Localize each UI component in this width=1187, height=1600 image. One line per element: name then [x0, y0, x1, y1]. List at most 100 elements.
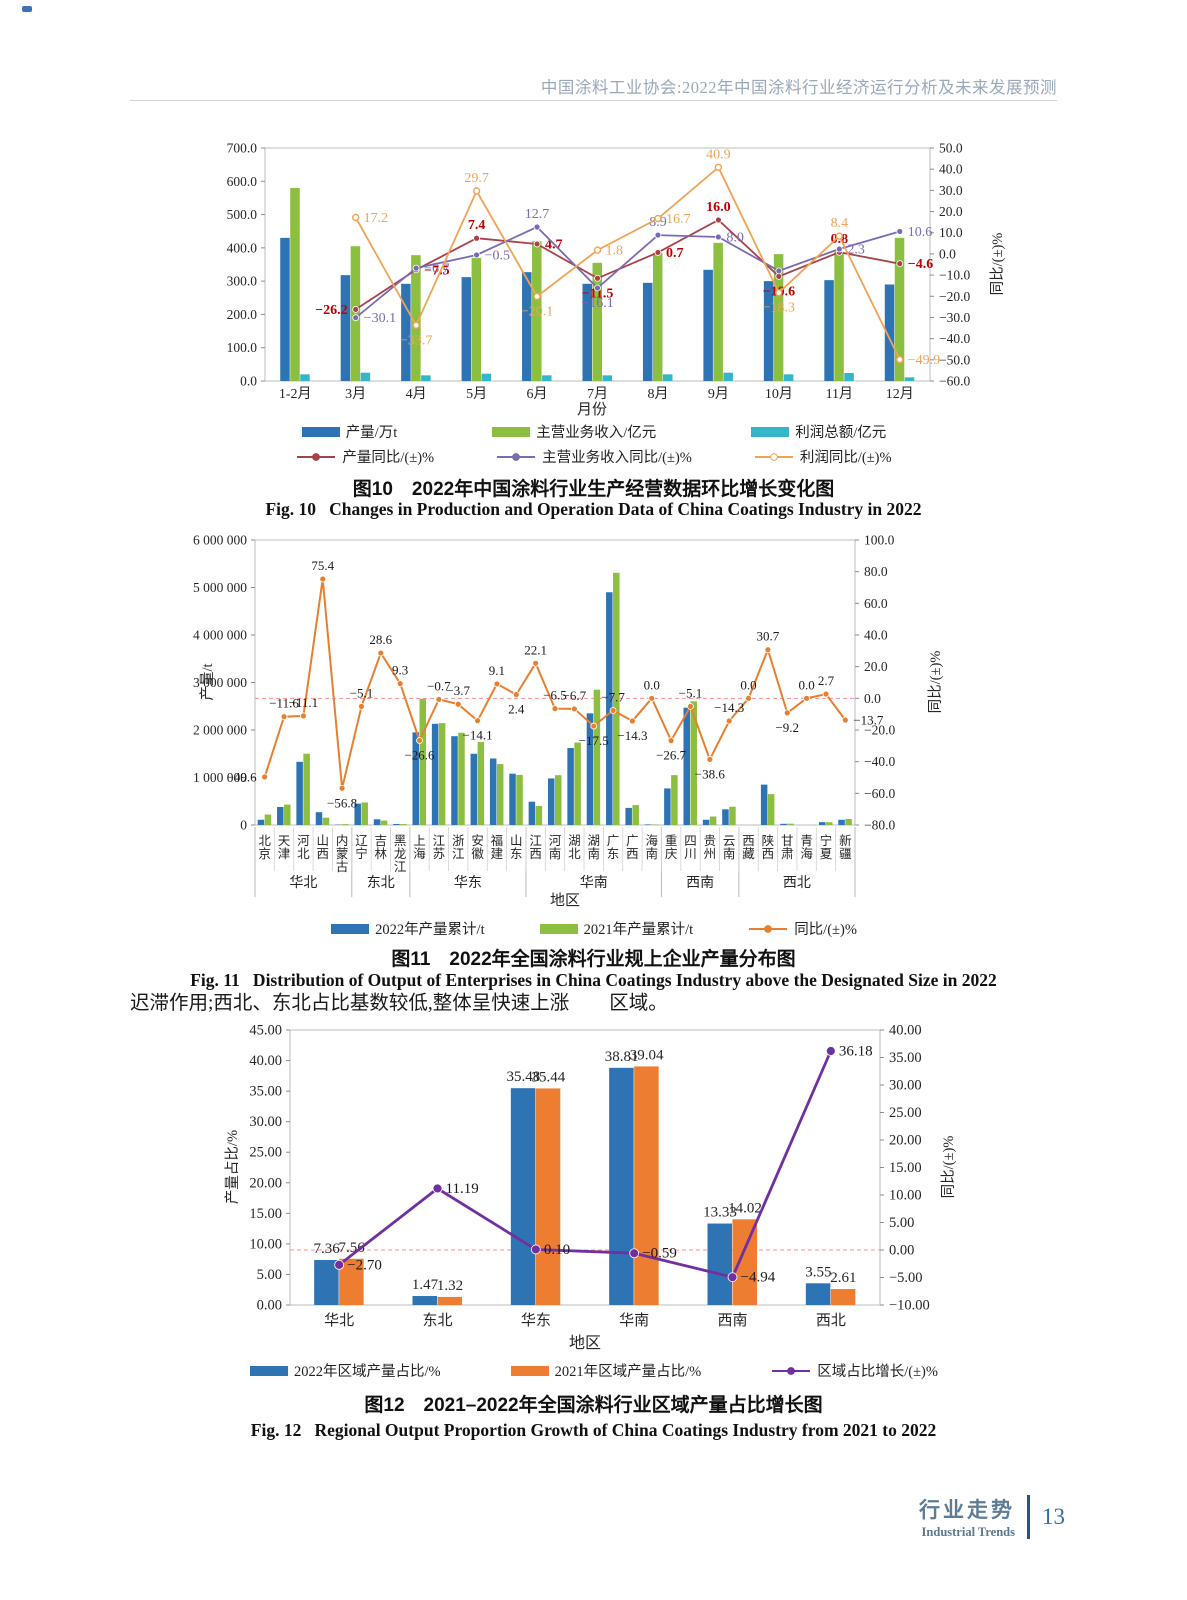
bar — [582, 283, 592, 381]
svg-text:0.0: 0.0 — [740, 677, 756, 692]
svg-text:蒙: 蒙 — [336, 847, 349, 861]
svg-text:庆: 庆 — [665, 847, 678, 861]
svg-text:75.4: 75.4 — [311, 558, 334, 573]
line-series-0: −26.2 −7.5 7.4 4.7 −11.5 0.7 16.0 −10.6 0.8 −4.6 — [315, 200, 933, 318]
svg-text:2 000 000: 2 000 000 — [193, 723, 247, 738]
bar-series-0 — [280, 237, 895, 381]
svg-text:12月: 12月 — [886, 386, 914, 402]
data-point — [473, 234, 480, 242]
svg-text:东: 东 — [607, 847, 620, 861]
bar — [606, 592, 613, 825]
bar — [314, 1260, 339, 1305]
svg-text:−10.0: −10.0 — [939, 268, 970, 283]
bar — [723, 372, 733, 381]
data-point — [835, 232, 844, 240]
legend-swatch — [492, 426, 531, 437]
bar — [690, 701, 697, 825]
svg-text:西北: 西北 — [783, 875, 811, 891]
svg-text:2.3: 2.3 — [847, 243, 865, 258]
svg-text:35.00: 35.00 — [889, 1050, 922, 1066]
svg-text:黑: 黑 — [394, 834, 407, 848]
bar — [722, 809, 729, 825]
bar — [613, 572, 620, 825]
line-series-0: −49.6 −11.6−11.1 75.4 −56.8 −5.1 28.6 9.3 −26.6… — [227, 558, 884, 810]
svg-text:海: 海 — [646, 833, 659, 848]
svg-text:10.00: 10.00 — [249, 1236, 282, 1252]
header-rule — [130, 100, 1057, 101]
bar — [419, 698, 427, 825]
bar — [290, 187, 300, 381]
bar — [284, 804, 291, 825]
svg-text:地区: 地区 — [569, 1334, 601, 1352]
svg-text:9月: 9月 — [708, 386, 729, 402]
svg-text:华北: 华北 — [324, 1312, 354, 1329]
bar — [555, 775, 562, 825]
bar — [592, 262, 602, 381]
svg-text:西南: 西南 — [717, 1312, 747, 1329]
legend-item: 主营业务收入同比/(±)% — [496, 446, 692, 467]
bar — [437, 1296, 462, 1305]
data-point — [533, 240, 541, 248]
data-point — [533, 223, 541, 231]
data-point — [412, 264, 420, 272]
bar — [780, 823, 787, 825]
data-point — [512, 691, 520, 698]
svg-text:0.0: 0.0 — [939, 246, 956, 261]
fig11-title-cn: 图11 2022年全国涂料行业规上企业产量分布图 — [391, 949, 796, 970]
svg-text:川: 川 — [684, 847, 697, 861]
svg-text:西: 西 — [529, 847, 542, 861]
bar — [412, 1296, 437, 1305]
svg-text:地区: 地区 — [550, 892, 580, 909]
data-point — [745, 694, 752, 702]
data-point — [493, 680, 501, 688]
data-point — [629, 1248, 640, 1259]
bar — [625, 807, 632, 825]
bar — [548, 778, 555, 825]
svg-text:同比/(±)%: 同比/(±)% — [927, 651, 944, 714]
svg-text:35.48: 35.48 — [506, 1069, 540, 1085]
svg-text:−0.59: −0.59 — [642, 1246, 677, 1262]
svg-text:8月: 8月 — [647, 386, 668, 402]
svg-text:−3.7: −3.7 — [446, 683, 470, 698]
fig10-legend-bars: 产量/万t 主营业务收入/亿元 利润总额/亿元 — [94, 421, 1094, 442]
svg-text:29.7: 29.7 — [464, 171, 489, 186]
figure-10-chart: 0.0 100.0 200.0 300.0 400.0 500.0 600.0 700.0 −6… — [227, 141, 1006, 419]
fig12-title-en: Fig. 12 Regional Output Proportion Growt… — [250, 1420, 937, 1440]
data-point — [319, 575, 327, 583]
svg-text:5 000 000: 5 000 000 — [193, 580, 247, 595]
data-point — [775, 267, 783, 275]
data-point — [654, 249, 662, 256]
bar — [340, 275, 351, 381]
bar — [296, 761, 303, 825]
data-point — [714, 163, 723, 171]
svg-text:8.0: 8.0 — [726, 230, 744, 245]
svg-text:徽: 徽 — [471, 846, 484, 861]
axes: 0.0 100.0 200.0 300.0 400.0 500.0 600.0 700.0 −6… — [227, 141, 971, 389]
data-point — [533, 292, 541, 301]
body-text-right: 区域。 — [609, 993, 668, 1014]
svg-text:−6.5: −6.5 — [543, 688, 567, 703]
bar — [644, 824, 652, 825]
data-point — [474, 717, 481, 725]
svg-text:海: 海 — [800, 846, 813, 861]
svg-text:华东: 华东 — [521, 1312, 551, 1329]
svg-text:宁: 宁 — [820, 833, 833, 848]
svg-text:南: 南 — [587, 846, 600, 861]
bar — [703, 269, 713, 381]
svg-text:−20.1: −20.1 — [521, 304, 553, 319]
svg-text:藏: 藏 — [742, 847, 755, 861]
legend-label: 利润总额/亿元 — [795, 425, 887, 441]
svg-text:0.00: 0.00 — [889, 1243, 914, 1259]
data-point — [396, 680, 404, 688]
trend-line — [355, 225, 901, 319]
bar — [894, 237, 905, 381]
data-point — [416, 737, 423, 744]
data-point — [593, 246, 602, 254]
page-corner-mark — [22, 6, 32, 12]
svg-text:南: 南 — [549, 846, 562, 861]
data-point — [715, 216, 722, 224]
svg-text:−40.0: −40.0 — [939, 331, 970, 346]
svg-text:25.00: 25.00 — [249, 1145, 282, 1161]
bar — [683, 707, 690, 825]
